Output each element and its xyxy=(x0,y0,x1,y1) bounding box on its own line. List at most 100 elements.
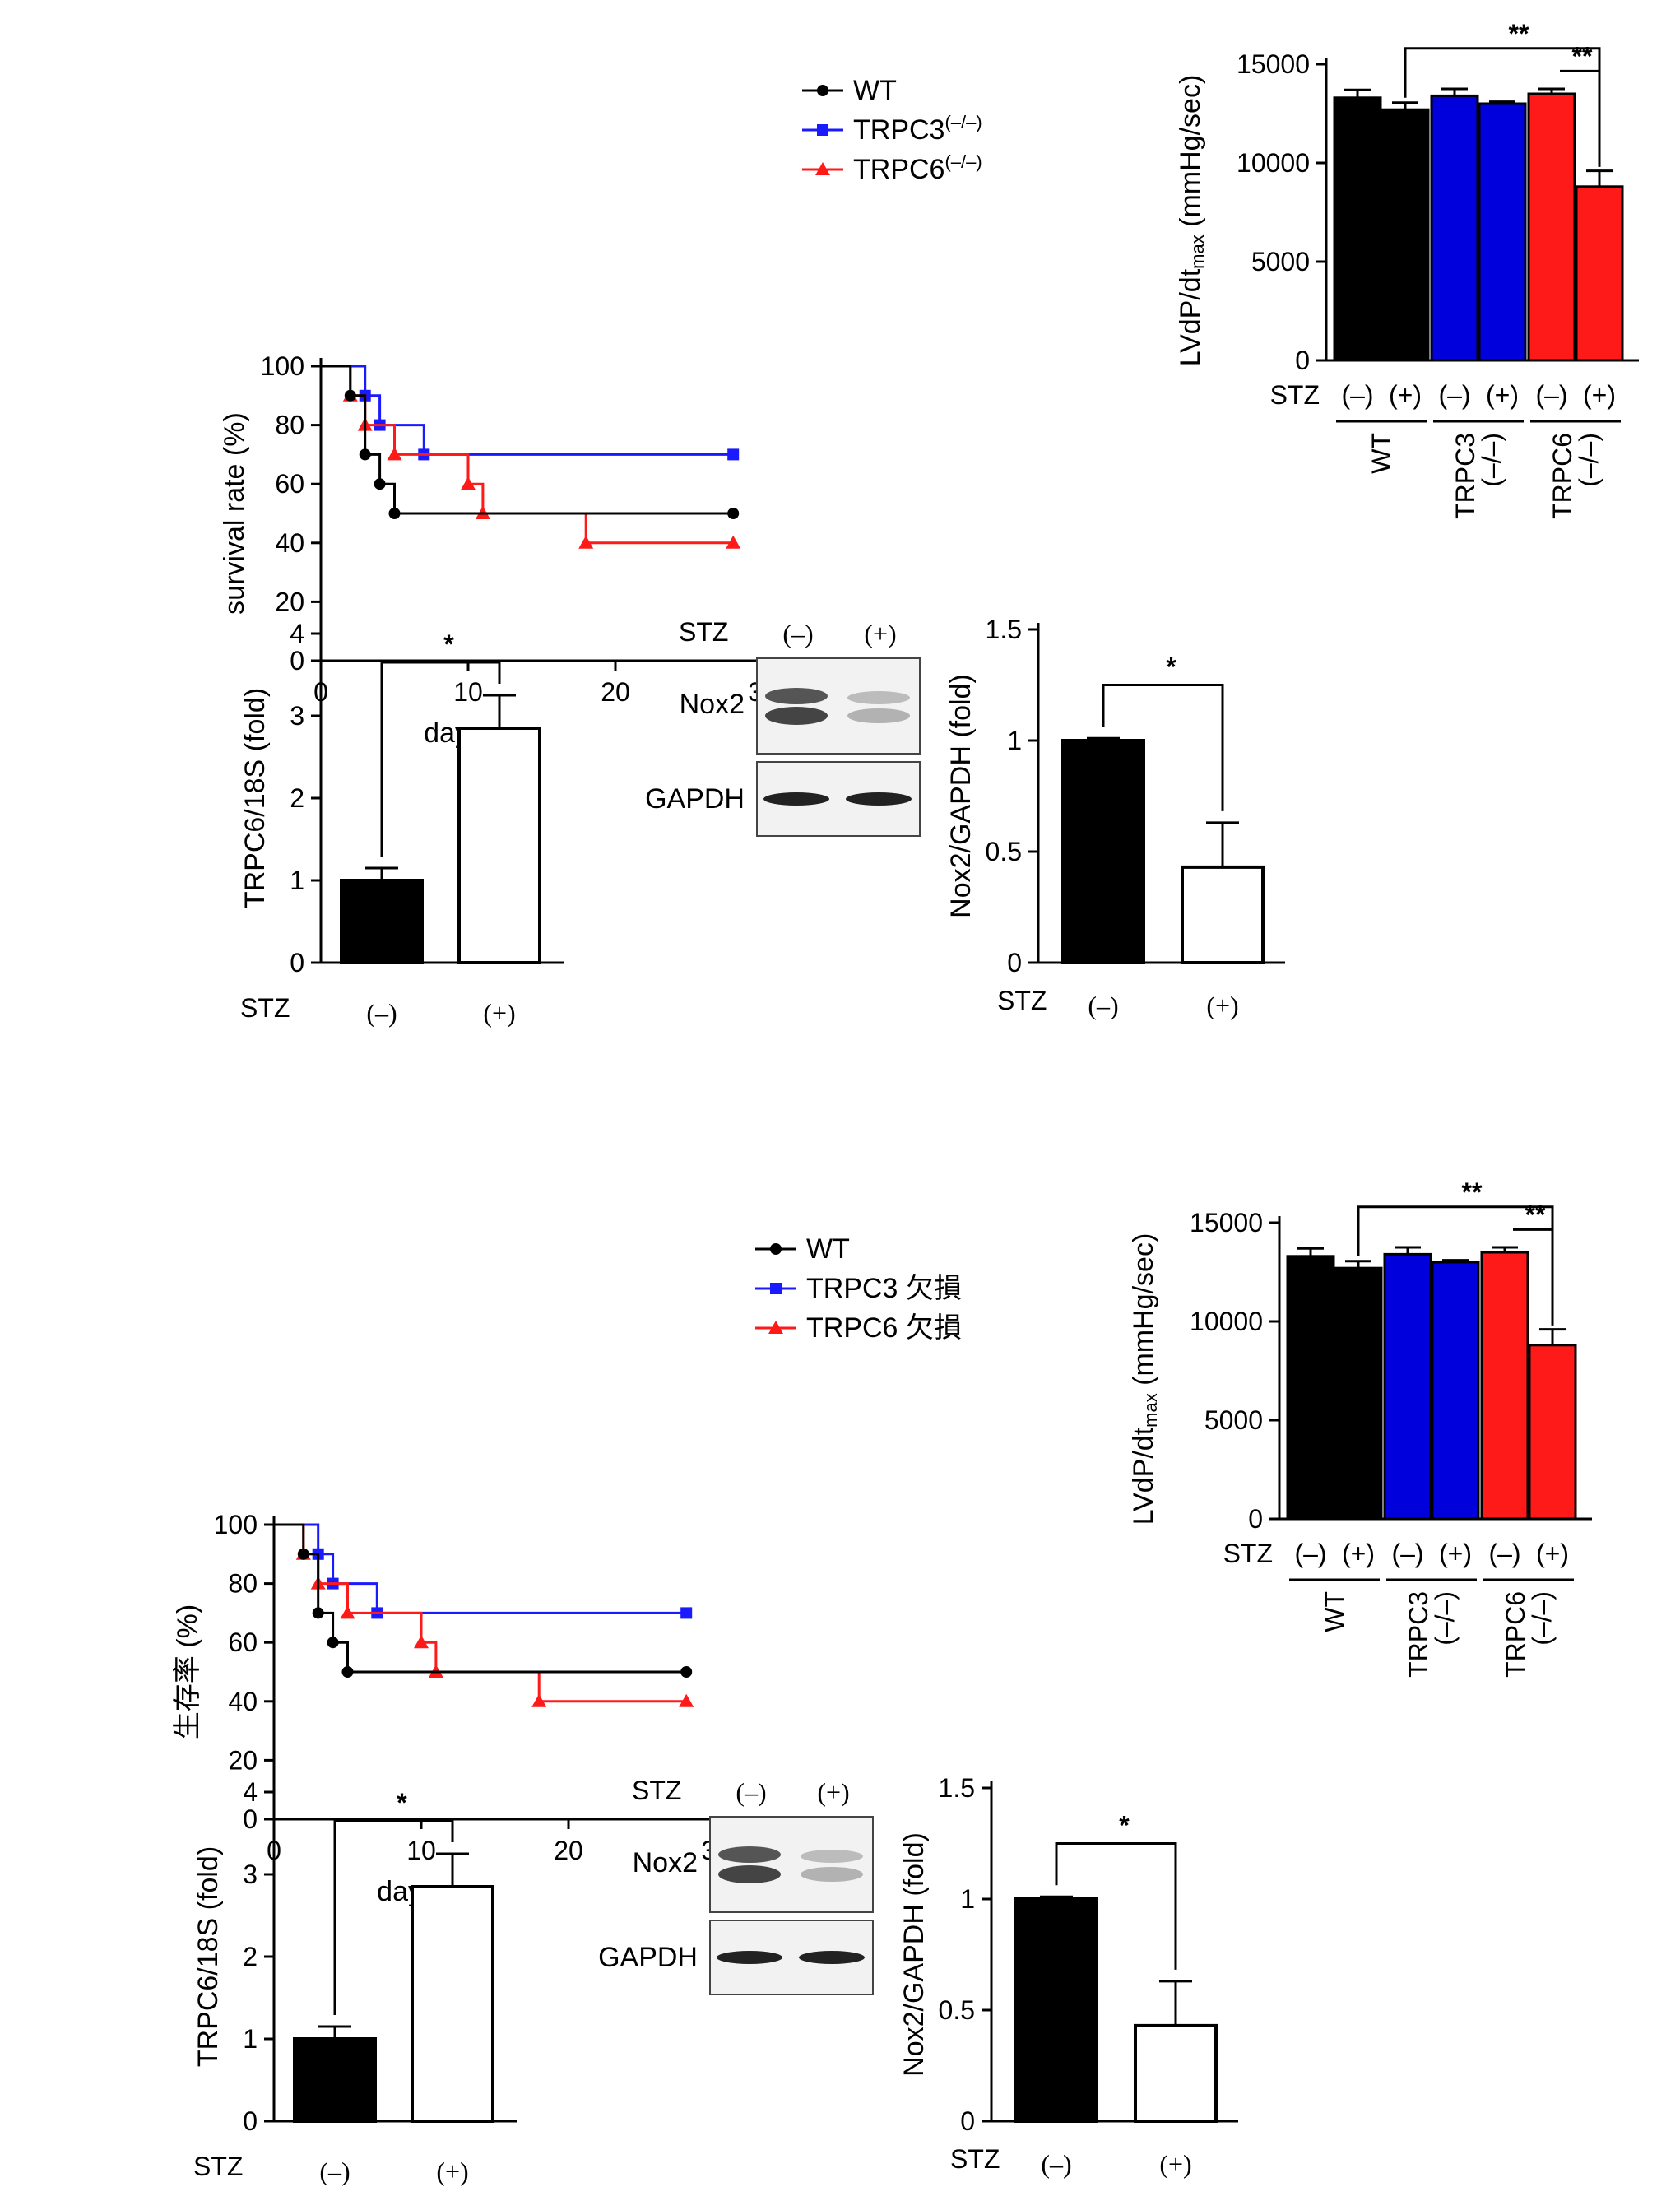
sig-label-short: ** xyxy=(1525,1200,1546,1229)
legend-marker xyxy=(770,1243,782,1255)
sig-label: * xyxy=(1166,652,1176,682)
y-tick-label: 1 xyxy=(290,866,304,895)
x-tick-label: 20 xyxy=(601,677,630,707)
panel-top: 0204060801000102030dayssurvival rate (%)… xyxy=(219,19,1639,1028)
y-tick-label: 1 xyxy=(1007,726,1022,755)
y-axis-label: LVdP/dtmax (mmHg/sec) xyxy=(1175,75,1208,367)
survival-point xyxy=(344,389,356,402)
nox2-chart: 0 0.5 1 1.5 * STZ (–) (+) Nox2/GAPDH (fold) xyxy=(898,1773,1238,2179)
lvdp-chart: 0 5000 10000 15000 ** ** STZ (–) (+) (–) (+) (–) (+)… xyxy=(1128,1177,1592,1678)
y-axis-label: Nox2/GAPDH (fold) xyxy=(945,674,977,918)
treatment-label: (+) xyxy=(1389,380,1422,410)
y-tick-label: 1.5 xyxy=(986,615,1022,644)
treatment-label: (–) xyxy=(1438,380,1470,410)
legend-label: WT xyxy=(853,75,897,106)
legend-label: WT xyxy=(806,1233,850,1265)
treatment-label: (–) xyxy=(319,2157,350,2186)
lane-label: (–) xyxy=(736,1777,766,1807)
stz-label: STZ xyxy=(632,1776,681,1805)
legend-superscript: (–/–) xyxy=(944,151,982,172)
legend-marker xyxy=(815,162,830,175)
y-tick-label: 20 xyxy=(228,1745,258,1775)
sig-bracket-short xyxy=(1560,69,1601,167)
band-label-nox2: Nox2 xyxy=(633,1847,698,1878)
nox2-band xyxy=(718,1846,781,1863)
y-axis-label: TRPC6/18S (fold) xyxy=(193,1846,224,2067)
nox2-band xyxy=(718,1865,781,1883)
y-tick-label: 0 xyxy=(960,2106,975,2136)
group-label: WT xyxy=(1320,1591,1349,1632)
lane-label: (+) xyxy=(817,1777,849,1807)
treatment-label: (–) xyxy=(1341,380,1373,410)
x-tick-label: 20 xyxy=(554,1836,583,1865)
x-tick-label: 10 xyxy=(453,677,483,707)
y-tick-label: 0 xyxy=(1248,1504,1263,1534)
y-tick-label: 5000 xyxy=(1251,247,1310,276)
legend-marker xyxy=(768,1321,783,1334)
survival-point xyxy=(388,508,401,519)
gapdh-band xyxy=(799,1951,865,1964)
y-tick-label: 80 xyxy=(275,411,304,440)
survival-line-1 xyxy=(321,364,734,456)
y-tick-label: 3 xyxy=(290,701,304,731)
group-label: TRPC3 xyxy=(1450,433,1480,519)
y-tick-label: 2 xyxy=(243,1942,258,1971)
survival-point xyxy=(359,448,371,461)
nox2-band xyxy=(847,708,910,723)
bar xyxy=(1286,1255,1335,1521)
legend-label: TRPC6 欠損 xyxy=(806,1312,962,1344)
stz-label: STZ xyxy=(193,2152,243,2181)
sig-bracket-short xyxy=(1513,1228,1554,1326)
legend-label: TRPC3 欠損 xyxy=(806,1273,962,1304)
gapdh-band xyxy=(717,1951,782,1964)
stz-label: STZ xyxy=(240,993,290,1023)
y-tick-label: 4 xyxy=(243,1777,258,1807)
y-tick-label: 0 xyxy=(1295,346,1310,375)
sig-bracket xyxy=(1055,1842,1177,1970)
gapdh-band xyxy=(846,792,912,806)
treatment-label: (–) xyxy=(1294,1539,1326,1568)
treatment-label: (+) xyxy=(1206,991,1238,1020)
sig-label-short: ** xyxy=(1572,41,1593,71)
survival-point xyxy=(680,1607,693,1619)
nox2-band xyxy=(801,1850,863,1863)
survival-point xyxy=(531,1693,547,1707)
bar xyxy=(1431,1261,1480,1521)
sig-bracket xyxy=(333,1819,454,2015)
y-axis-label-part: LVdP/dt xyxy=(1175,268,1206,366)
treatment-label: (+) xyxy=(436,2157,468,2186)
y-axis-label: Nox2/GAPDH (fold) xyxy=(898,1832,930,2077)
nox2-blot-panel xyxy=(756,657,921,755)
treatment-label: (+) xyxy=(1159,2149,1191,2179)
group-label: TRPC6 xyxy=(1548,433,1577,519)
sig-label-long: ** xyxy=(1462,1177,1483,1207)
x-tick-label: 10 xyxy=(406,1836,436,1865)
band-label-nox2: Nox2 xyxy=(680,689,745,720)
treatment-label: (–) xyxy=(1488,1539,1520,1568)
y-tick-label: 0 xyxy=(1007,948,1022,977)
bar xyxy=(340,879,424,964)
bar xyxy=(1014,1897,1098,2123)
group-label: WT xyxy=(1367,433,1396,474)
y-tick-label: 10000 xyxy=(1237,148,1310,178)
band-label-gapdh: GAPDH xyxy=(645,783,745,815)
sig-label: * xyxy=(443,629,454,659)
nox2-blot-panel xyxy=(709,1816,874,1913)
bar xyxy=(1181,865,1265,965)
sig-label: * xyxy=(1119,1811,1130,1841)
y-axis-label-part: (mmHg/sec) xyxy=(1128,1233,1159,1394)
survival-point xyxy=(727,508,740,519)
nox2-band xyxy=(765,688,828,704)
nox2-band xyxy=(801,1867,863,1882)
legend-superscript: (–/–) xyxy=(944,112,982,132)
y-axis-label: LVdP/dtmax (mmHg/sec) xyxy=(1128,1233,1161,1525)
y-tick-label: 20 xyxy=(275,587,304,616)
treatment-label: (+) xyxy=(1342,1539,1375,1568)
legend-marker xyxy=(770,1283,782,1294)
y-tick-label: 2 xyxy=(290,783,304,813)
survival-point xyxy=(374,478,386,490)
treatment-label: (–) xyxy=(1088,991,1118,1020)
y-tick-label: 0.5 xyxy=(986,837,1022,866)
